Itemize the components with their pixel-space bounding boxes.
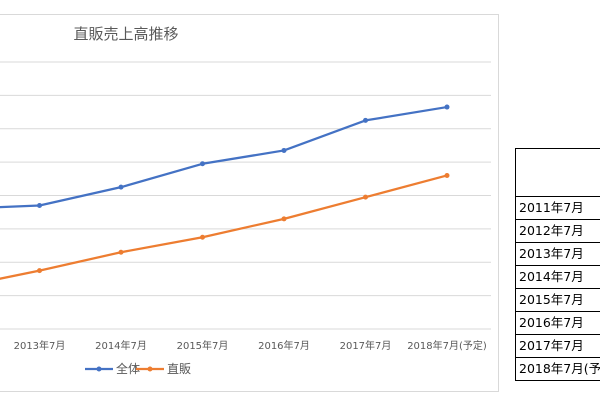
year-table: 2011年7月 2012年7月 2013年7月 2014年7月 2015年7月 2016年… [515, 148, 600, 381]
data-point [363, 117, 368, 123]
table-row: 2016年7月 [515, 311, 600, 335]
x-tick-label: 2015年7月 [177, 339, 229, 352]
legend-marker [96, 366, 102, 372]
data-point [281, 147, 287, 153]
data-point [118, 249, 124, 255]
data-point [444, 172, 450, 178]
data-point [363, 194, 368, 200]
chart-title: 直販売上高推移 [73, 25, 178, 43]
table-row: 2011年7月 [515, 196, 600, 220]
data-point [37, 203, 42, 209]
data-point [118, 184, 124, 190]
table-row: 2015年7月 [515, 288, 600, 312]
table-row: 2014年7月 [515, 265, 600, 289]
x-tick-label: 2018年7月(予定) [407, 339, 487, 352]
table-row: 2013年7月 [515, 242, 600, 266]
legend-label: 全体 [116, 361, 140, 376]
data-point [200, 161, 205, 167]
table-header-row [515, 148, 600, 197]
series-line-1 [0, 174, 448, 280]
x-tick-label: 2014年7月 [95, 339, 147, 352]
chart-frame: 直販売上高推移 2013年7月 2014年7月 2015年7月 2016年7月 2017… [0, 14, 499, 392]
table-row: 2017年7月 [515, 334, 600, 358]
x-tick-label: 2016年7月 [258, 339, 310, 352]
x-tick-label: 2017年7月 [340, 339, 392, 352]
legend-label: 直販 [167, 362, 191, 376]
line-chart: 直販売上高推移 2013年7月 2014年7月 2015年7月 2016年7月 2017… [0, 25, 491, 376]
data-point [200, 234, 205, 240]
data-point [444, 104, 450, 110]
table-cell-year: 2013年7月 [515, 242, 600, 266]
table-cell-year: 2018年7月(予定) [515, 357, 600, 381]
table-cell-year: 2017年7月 [515, 334, 600, 358]
table-cell-year: 2012年7月 [515, 219, 600, 243]
legend-marker [147, 366, 153, 372]
table-cell-year: 2014年7月 [515, 265, 600, 289]
table-row: 2012年7月 [515, 219, 600, 243]
table-row: 2018年7月(予定) [515, 357, 600, 381]
x-tick-label: 2013年7月 [14, 339, 66, 352]
table-cell-year: 2011年7月 [515, 196, 600, 220]
data-point [281, 216, 287, 222]
table-cell-year: 2016年7月 [515, 311, 600, 335]
table-cell-year: 2015年7月 [515, 288, 600, 312]
data-point [37, 268, 42, 274]
table-header-cell [515, 148, 600, 197]
